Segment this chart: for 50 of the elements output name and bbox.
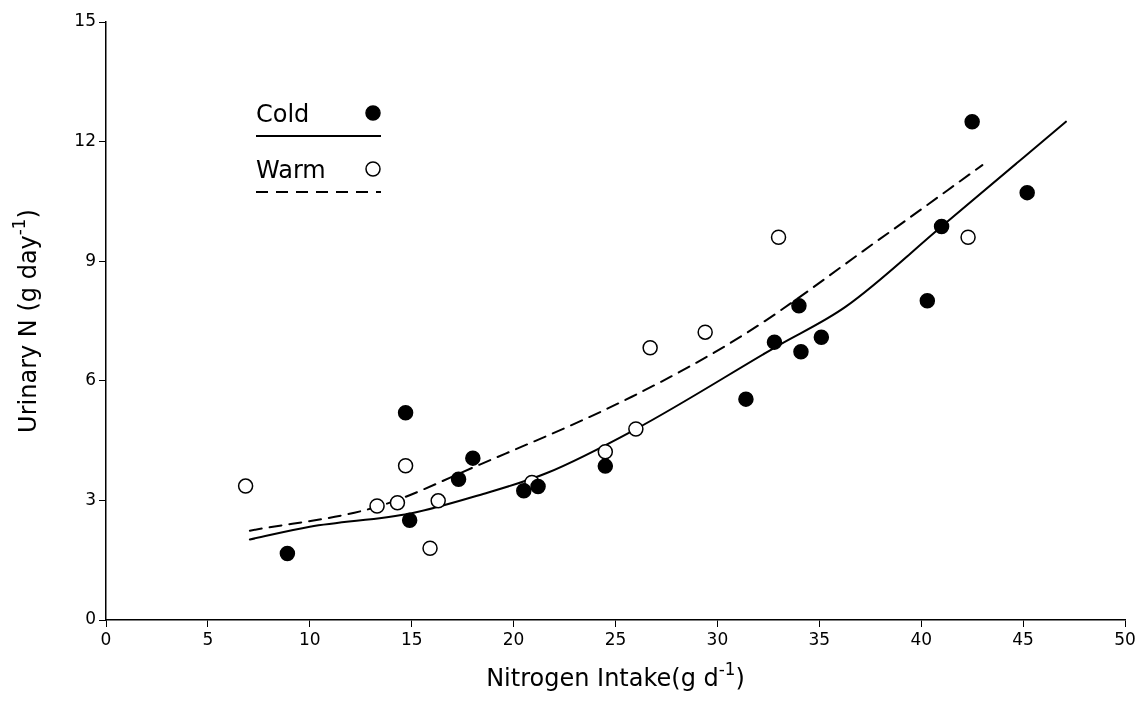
point <box>237 478 254 494</box>
point <box>465 450 481 466</box>
point <box>813 329 830 346</box>
y-tick-label: 6 <box>85 369 96 390</box>
point <box>397 404 414 421</box>
x-tick-label: 40 <box>910 628 933 649</box>
point <box>597 458 614 474</box>
point <box>389 495 406 511</box>
y-tick-label: 12 <box>74 130 96 151</box>
point <box>964 113 980 130</box>
point <box>628 421 644 437</box>
point <box>933 218 950 235</box>
line-series <box>248 120 1067 541</box>
point <box>401 512 418 529</box>
x-tick-label: 15 <box>400 628 423 649</box>
point <box>369 498 385 514</box>
point <box>516 483 532 499</box>
point <box>793 343 809 360</box>
y-tick-label: 3 <box>85 488 96 509</box>
x-tick-label: 5 <box>202 628 214 649</box>
point <box>530 478 546 495</box>
x-tick-label: 10 <box>298 628 321 649</box>
x-tick-label: 30 <box>706 628 729 649</box>
y-axis-title: Urinary N (g day-1) <box>8 209 43 433</box>
point <box>279 545 296 562</box>
x-tick-label: 35 <box>808 628 831 649</box>
point <box>642 339 658 356</box>
y-tick-label: 15 <box>74 10 96 31</box>
x-tick-label: 25 <box>604 628 627 649</box>
point <box>450 471 467 488</box>
point <box>397 457 414 474</box>
point <box>738 391 754 407</box>
point <box>919 292 936 309</box>
point <box>697 324 713 340</box>
point <box>422 540 438 556</box>
x-tick-label: 20 <box>502 628 525 649</box>
legend-label: Cold <box>256 100 310 128</box>
point <box>791 298 807 314</box>
y-tick-label: 9 <box>85 249 96 270</box>
point <box>766 334 783 350</box>
point <box>960 229 976 246</box>
point <box>597 444 614 460</box>
x-tick-label: 50 <box>1114 628 1136 649</box>
legend-label: Warm <box>256 156 326 184</box>
point <box>770 229 787 246</box>
x-tick-label: 0 <box>100 628 112 649</box>
point <box>1019 184 1035 201</box>
x-tick-label: 45 <box>1012 628 1034 649</box>
y-tick-label: 0 <box>85 608 96 629</box>
point <box>430 493 446 509</box>
